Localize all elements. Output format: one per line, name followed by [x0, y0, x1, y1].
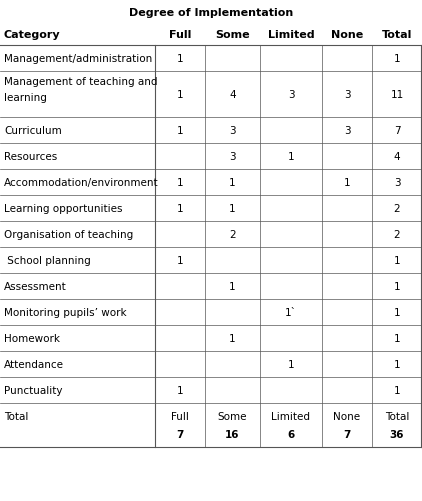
Text: Total: Total	[382, 30, 412, 40]
Text: 1: 1	[229, 282, 236, 292]
Text: 3: 3	[288, 90, 294, 100]
Text: 3: 3	[344, 90, 350, 100]
Text: 3: 3	[394, 178, 400, 188]
Text: 1: 1	[394, 359, 400, 369]
Text: Total: Total	[4, 411, 28, 421]
Text: Assessment: Assessment	[4, 282, 67, 292]
Text: Degree of Implementation: Degree of Implementation	[129, 8, 293, 18]
Text: Learning opportunities: Learning opportunities	[4, 203, 122, 213]
Text: 6: 6	[287, 429, 295, 439]
Text: 7: 7	[394, 126, 400, 136]
Text: 1: 1	[177, 54, 183, 64]
Text: 1: 1	[177, 126, 183, 136]
Text: Some: Some	[218, 411, 247, 421]
Text: 1: 1	[229, 203, 236, 213]
Text: 1: 1	[394, 256, 400, 266]
Text: Limited: Limited	[268, 30, 314, 40]
Text: Attendance: Attendance	[4, 359, 64, 369]
Text: 1: 1	[177, 90, 183, 100]
Text: 1: 1	[394, 385, 400, 395]
Text: 2: 2	[394, 203, 400, 213]
Text: 1`: 1`	[285, 308, 297, 317]
Text: Category: Category	[4, 30, 61, 40]
Text: Curriculum: Curriculum	[4, 126, 62, 136]
Text: Management/administration: Management/administration	[4, 54, 152, 64]
Text: School planning: School planning	[4, 256, 91, 266]
Text: 3: 3	[229, 126, 236, 136]
Text: 2: 2	[394, 229, 400, 239]
Text: Total: Total	[385, 411, 409, 421]
Text: 1: 1	[344, 178, 350, 188]
Text: 2: 2	[229, 229, 236, 239]
Text: 4: 4	[394, 152, 400, 162]
Text: 1: 1	[177, 203, 183, 213]
Text: 1: 1	[394, 54, 400, 64]
Text: 1: 1	[177, 256, 183, 266]
Text: Monitoring pupils’ work: Monitoring pupils’ work	[4, 308, 127, 317]
Text: None: None	[331, 30, 363, 40]
Text: Punctuality: Punctuality	[4, 385, 62, 395]
Text: 11: 11	[390, 90, 403, 100]
Text: 7: 7	[344, 429, 351, 439]
Text: Management of teaching and: Management of teaching and	[4, 77, 157, 87]
Text: 4: 4	[229, 90, 236, 100]
Text: 1: 1	[229, 178, 236, 188]
Text: Accommodation/environment: Accommodation/environment	[4, 178, 159, 188]
Text: 1: 1	[177, 385, 183, 395]
Text: 36: 36	[390, 429, 404, 439]
Text: Some: Some	[215, 30, 250, 40]
Text: Limited: Limited	[271, 411, 311, 421]
Text: 1: 1	[288, 359, 294, 369]
Text: 3: 3	[344, 126, 350, 136]
Text: 1: 1	[229, 333, 236, 343]
Text: Organisation of teaching: Organisation of teaching	[4, 229, 133, 239]
Text: Homework: Homework	[4, 333, 60, 343]
Text: 1: 1	[394, 308, 400, 317]
Text: Full: Full	[169, 30, 191, 40]
Text: 1: 1	[177, 178, 183, 188]
Text: 1: 1	[394, 282, 400, 292]
Text: 3: 3	[229, 152, 236, 162]
Text: learning: learning	[4, 93, 47, 103]
Text: Resources: Resources	[4, 152, 57, 162]
Text: Full: Full	[171, 411, 189, 421]
Text: 16: 16	[225, 429, 240, 439]
Text: 7: 7	[176, 429, 184, 439]
Text: None: None	[333, 411, 360, 421]
Text: 1: 1	[288, 152, 294, 162]
Text: 1: 1	[394, 333, 400, 343]
